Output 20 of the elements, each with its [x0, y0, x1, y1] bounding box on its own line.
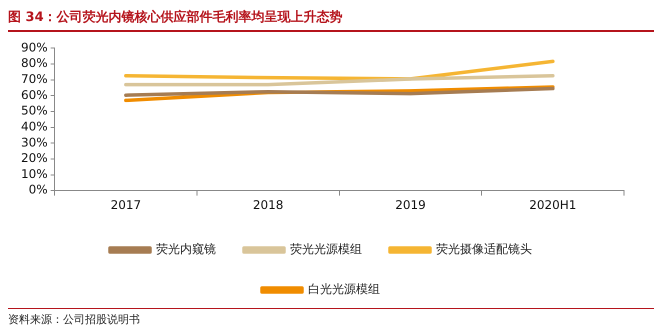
- x-tick-label: 2019: [395, 198, 426, 212]
- y-tick-label: 80%: [21, 56, 48, 70]
- text: 资料来源：公司招股说明书: [8, 312, 141, 327]
- y-tick-label: 30%: [21, 135, 48, 150]
- y-tick-label: 50%: [21, 104, 48, 118]
- legend-label: 白光光源模组: [308, 282, 380, 296]
- legend-label: 荧光摄像适配镜头: [436, 242, 532, 256]
- legend-label: 荧光光源模组: [290, 242, 362, 256]
- x-tick-label: 2020H1: [529, 198, 576, 212]
- x-tick-label: 2018: [252, 198, 284, 212]
- chart-title: 图 34：公司荧光内镜核心供应部件毛利率均呈现上升态势: [8, 8, 654, 32]
- y-tick-label: 10%: [21, 166, 48, 181]
- y-tick-label: 70%: [21, 72, 48, 86]
- legend-label: 荧光内窥镜: [156, 242, 216, 256]
- y-tick-label: 90%: [21, 40, 48, 54]
- x-tick-label: 2017: [110, 198, 142, 212]
- y-tick-label: 40%: [21, 119, 48, 134]
- y-tick-label: 60%: [21, 88, 48, 102]
- y-tick-label: 0%: [28, 182, 48, 197]
- y-tick-label: 20%: [21, 151, 48, 166]
